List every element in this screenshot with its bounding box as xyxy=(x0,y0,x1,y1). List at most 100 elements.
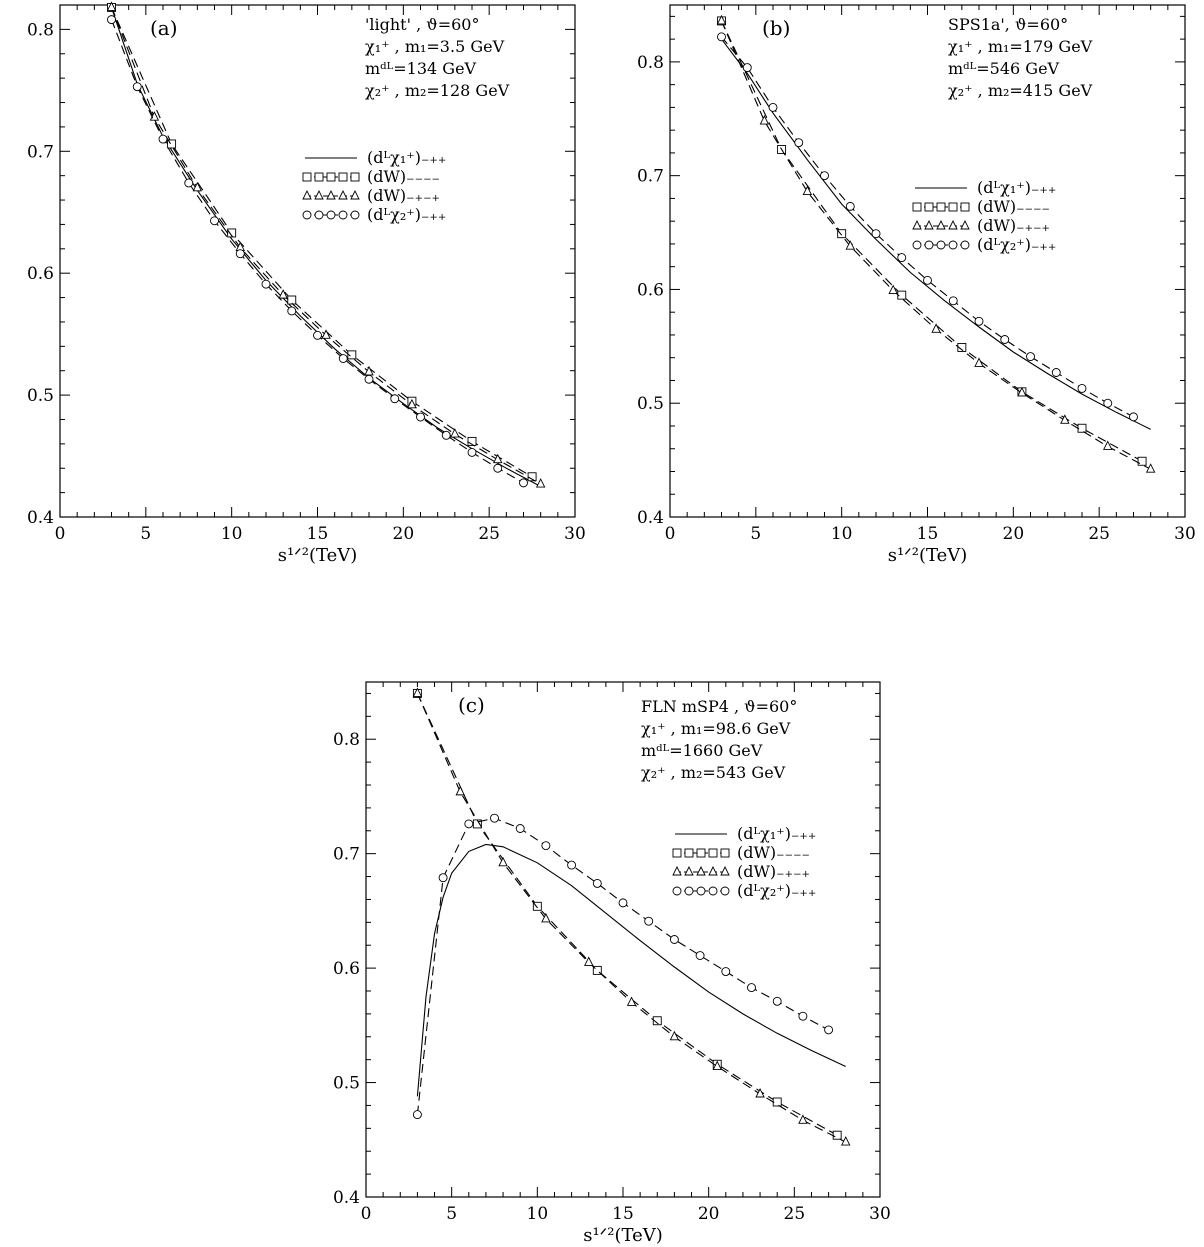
data-point-circle xyxy=(261,279,271,289)
data-point-circle xyxy=(897,253,907,263)
data-point-triangle xyxy=(106,1,117,11)
data-point-triangle xyxy=(931,323,941,333)
data-point-triangle xyxy=(1145,463,1156,473)
legend-marker xyxy=(338,210,348,220)
legend-entry-4: (dᴸχ₂⁺)₋₊₊ xyxy=(367,205,446,224)
chart-panel-2: 0 5 10 15 20 25 30 0.4 0.5 0.6 0.7 0.8 s¹ᐟ²(TeV) (b) S… xyxy=(637,4,1196,566)
data-point-circle xyxy=(519,478,528,488)
data-point-square xyxy=(832,1130,842,1140)
legend-marker xyxy=(326,172,336,182)
data-point-square xyxy=(1077,423,1087,433)
x-tick-label: 5 xyxy=(750,524,761,544)
y-tick-label: 0.4 xyxy=(333,1188,360,1208)
data-point-square xyxy=(772,1097,782,1107)
legend-marker xyxy=(936,240,946,250)
data-point-square xyxy=(532,901,542,911)
x-tick-label: 10 xyxy=(831,524,853,544)
x-tick-label: 30 xyxy=(869,1204,891,1224)
data-point-circle xyxy=(464,819,474,829)
annotation-line: χ₂⁺ , m₂=543 GeV xyxy=(641,763,786,782)
data-point-circle xyxy=(313,330,322,340)
data-point-triangle xyxy=(798,1114,808,1124)
data-point-circle xyxy=(567,860,577,870)
legend-marker xyxy=(314,172,324,182)
data-point-triangle xyxy=(498,856,508,867)
legend-entry-1: (dᴸχ₁⁺)₋₊₊ xyxy=(367,148,446,167)
data-point-triangle xyxy=(1017,386,1027,397)
data-point-circle xyxy=(1051,368,1061,377)
data-point-circle xyxy=(644,916,654,926)
data-point-triangle xyxy=(716,14,727,25)
legend-marker xyxy=(326,189,336,200)
series-line-1 xyxy=(721,38,1151,430)
y-tick-label: 0.6 xyxy=(637,280,664,300)
y-tick-label: 0.4 xyxy=(637,508,664,528)
data-point-square xyxy=(167,139,177,149)
y-tick-label: 0.7 xyxy=(637,167,664,187)
annotation-line: χ₁⁺ , m₁=98.6 GeV xyxy=(641,719,791,738)
y-tick-label: 0.4 xyxy=(27,508,54,528)
data-point-circle xyxy=(390,394,400,404)
data-point-triangle xyxy=(759,115,770,125)
data-point-square xyxy=(287,295,297,305)
data-point-circle xyxy=(338,354,348,363)
annotation-line: χ₁⁺ , m₁=3.5 GeV xyxy=(365,37,505,56)
annotation-line: χ₁⁺ , m₁=179 GeV xyxy=(948,37,1093,56)
data-point-circle xyxy=(1077,383,1087,393)
annotation-line: 'light' , ϑ=60° xyxy=(365,15,479,34)
legend-marker xyxy=(936,219,946,230)
series-line-2 xyxy=(416,693,838,1136)
y-tick-label: 0.6 xyxy=(27,264,54,284)
x-tick-label: 30 xyxy=(564,524,586,544)
data-point-circle xyxy=(364,374,374,384)
data-point-circle xyxy=(493,463,503,473)
data-point-circle xyxy=(824,1025,834,1035)
annotation-line: χ₂⁺ , m₂=128 GeV xyxy=(365,81,510,100)
legend-marker xyxy=(960,240,970,250)
data-point-triangle xyxy=(412,687,423,697)
data-point-triangle xyxy=(841,1136,851,1146)
legend-marker xyxy=(960,202,970,212)
data-point-square xyxy=(592,965,602,975)
data-point-triangle xyxy=(845,240,855,250)
data-point-triangle xyxy=(755,1087,765,1098)
legend-entry-3: (dW)₋₊₋₊ xyxy=(737,862,810,881)
data-point-circle xyxy=(287,306,297,316)
data-point-triangle xyxy=(450,428,460,438)
annotation-line: SPS1a', ϑ=60° xyxy=(948,15,1068,34)
data-point-triangle xyxy=(888,284,898,295)
data-point-circle xyxy=(416,412,425,422)
data-point-circle xyxy=(669,935,679,944)
y-tick-label: 0.5 xyxy=(27,386,54,406)
x-axis-label: s¹ᐟ²(TeV) xyxy=(888,545,968,566)
y-tick-label: 0.8 xyxy=(27,20,54,40)
data-point-circle xyxy=(592,878,602,888)
data-point-triangle xyxy=(712,1060,722,1070)
data-point-circle xyxy=(441,430,451,440)
data-point-triangle xyxy=(802,185,813,196)
legend-marker xyxy=(960,219,970,230)
legend-entry-2: (dW)₋₋₋₋ xyxy=(367,167,440,186)
y-tick-label: 0.7 xyxy=(333,845,360,865)
panel-label: (b) xyxy=(762,16,790,40)
data-point-triangle xyxy=(407,398,417,409)
legend-marker xyxy=(696,848,706,858)
annotation-line: FLN mSP4 , ϑ=60° xyxy=(641,697,797,716)
legend-marker xyxy=(720,886,730,896)
data-point-circle xyxy=(1103,398,1113,408)
y-tick-label: 0.7 xyxy=(27,142,54,162)
data-point-triangle xyxy=(1060,414,1070,424)
data-point-circle xyxy=(438,873,448,883)
data-point-circle xyxy=(107,15,116,25)
legend-marker xyxy=(672,865,682,876)
legend-marker xyxy=(720,865,730,876)
data-point-circle xyxy=(132,82,142,92)
legend-marker xyxy=(924,219,934,230)
data-point-triangle xyxy=(1103,440,1113,450)
legend-entry-3: (dW)₋₊₋₊ xyxy=(977,216,1050,235)
data-point-square xyxy=(837,229,847,239)
y-tick-label: 0.8 xyxy=(333,730,360,750)
data-point-triangle xyxy=(584,956,594,966)
legend-entry-1: (dᴸχ₁⁺)₋₊₊ xyxy=(977,178,1056,197)
data-point-square xyxy=(347,350,357,360)
